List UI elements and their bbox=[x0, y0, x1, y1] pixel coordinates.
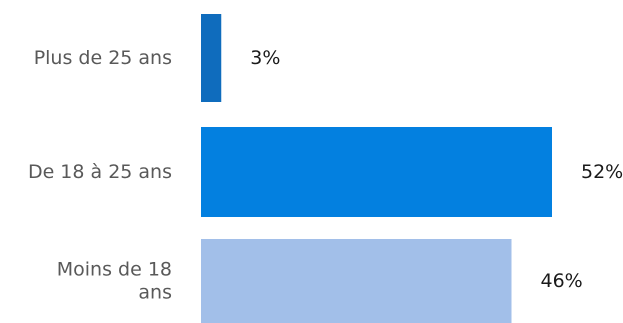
data-label-2: 52% bbox=[581, 161, 623, 183]
bar-3 bbox=[201, 239, 512, 323]
category-label-3-line-1: Moins de 18 bbox=[57, 259, 172, 281]
bar-1 bbox=[201, 14, 222, 102]
data-label-3: 46% bbox=[541, 270, 583, 292]
bar-2 bbox=[201, 127, 552, 217]
category-label-3-line-2: ans bbox=[138, 282, 172, 304]
category-label-2: De 18 à 25 ans bbox=[28, 161, 172, 183]
data-label-1: 3% bbox=[250, 47, 280, 69]
category-label-1: Plus de 25 ans bbox=[34, 47, 172, 69]
